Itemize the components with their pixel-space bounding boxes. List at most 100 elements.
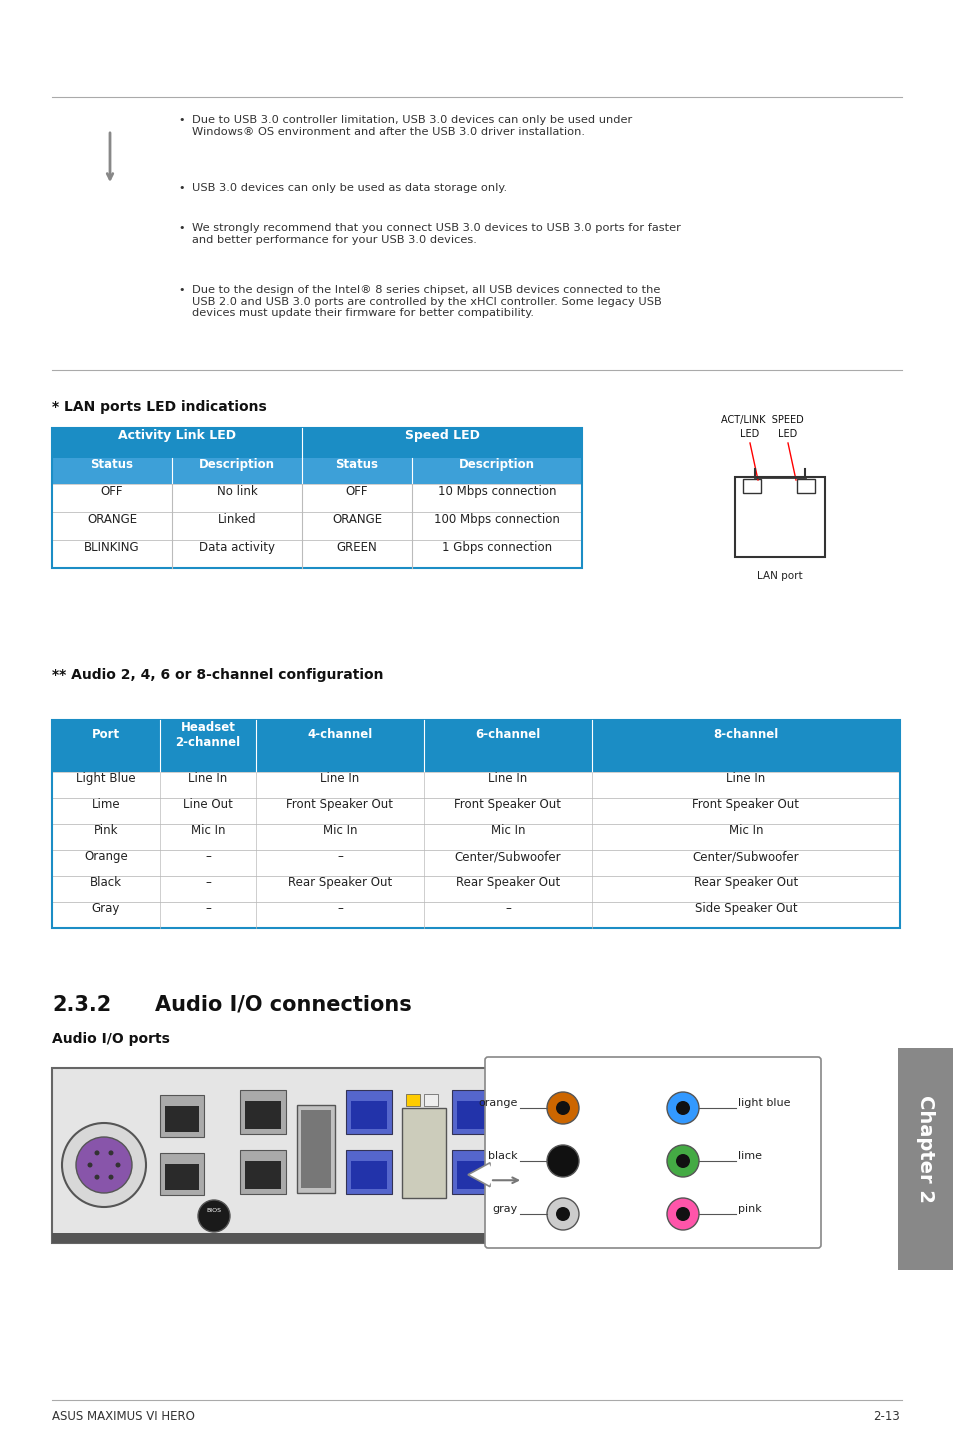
Polygon shape <box>489 1163 502 1186</box>
Bar <box>245 1160 281 1189</box>
Text: OFF: OFF <box>345 486 368 499</box>
Text: Chapter 2: Chapter 2 <box>916 1094 935 1204</box>
Text: Rear Speaker Out: Rear Speaker Out <box>693 877 798 890</box>
Bar <box>52 429 581 457</box>
Text: Data activity: Data activity <box>199 542 274 555</box>
Text: Lime: Lime <box>91 798 120 811</box>
Text: Line Out: Line Out <box>183 798 233 811</box>
Circle shape <box>109 1175 113 1179</box>
Text: Center/Subwoofer: Center/Subwoofer <box>692 850 799 863</box>
Text: Audio I/O ports: Audio I/O ports <box>52 1032 170 1045</box>
Text: Activity Link LED: Activity Link LED <box>118 430 235 443</box>
Circle shape <box>676 1102 689 1114</box>
Circle shape <box>109 1150 113 1155</box>
Text: Front Speaker Out: Front Speaker Out <box>454 798 561 811</box>
Text: OFF: OFF <box>101 486 123 499</box>
Bar <box>245 1102 281 1129</box>
Text: USB 3.0 devices can only be used as data storage only.: USB 3.0 devices can only be used as data… <box>192 183 507 193</box>
Circle shape <box>666 1145 699 1176</box>
Text: Headset
2-channel: Headset 2-channel <box>175 720 240 749</box>
Text: BLINKING: BLINKING <box>84 542 140 555</box>
Bar <box>52 1068 490 1242</box>
Text: Side Speaker Out: Side Speaker Out <box>694 903 797 916</box>
Circle shape <box>546 1091 578 1125</box>
Text: •: • <box>178 285 184 295</box>
Text: Rear Speaker Out: Rear Speaker Out <box>456 877 559 890</box>
Text: •: • <box>178 115 184 125</box>
Bar <box>346 1090 392 1135</box>
Circle shape <box>94 1150 99 1155</box>
Text: ORANGE: ORANGE <box>332 513 381 526</box>
Bar <box>796 479 814 493</box>
Text: ASUS MAXIMUS VI HERO: ASUS MAXIMUS VI HERO <box>52 1411 194 1424</box>
Bar <box>296 1104 335 1194</box>
Text: Black: Black <box>90 877 122 890</box>
Circle shape <box>538 1153 566 1181</box>
Bar <box>456 1160 493 1189</box>
Text: Front Speaker Out: Front Speaker Out <box>286 798 393 811</box>
Bar <box>52 485 581 512</box>
Text: Description: Description <box>199 459 274 472</box>
Text: Gray: Gray <box>91 903 120 916</box>
Bar <box>52 457 581 485</box>
Bar <box>240 1090 286 1135</box>
Bar <box>52 720 899 772</box>
Bar <box>52 876 899 902</box>
Circle shape <box>666 1091 699 1125</box>
FancyBboxPatch shape <box>484 1057 821 1248</box>
Bar <box>897 1048 953 1270</box>
Bar <box>301 1110 331 1188</box>
Circle shape <box>556 1206 569 1221</box>
Bar <box>52 429 581 568</box>
Text: LED: LED <box>778 429 797 439</box>
Text: orange: orange <box>478 1099 517 1109</box>
Text: Description: Description <box>458 459 535 472</box>
Bar <box>406 1094 419 1106</box>
Text: Mic In: Mic In <box>191 824 225 837</box>
Circle shape <box>62 1123 146 1206</box>
Circle shape <box>666 1198 699 1229</box>
Text: Line In: Line In <box>725 772 765 785</box>
Circle shape <box>546 1145 578 1176</box>
Text: We strongly recommend that you connect USB 3.0 devices to USB 3.0 ports for fast: We strongly recommend that you connect U… <box>192 223 680 244</box>
Text: Front Speaker Out: Front Speaker Out <box>692 798 799 811</box>
Text: Port: Port <box>91 729 120 742</box>
Text: light blue: light blue <box>738 1099 790 1109</box>
Text: black: black <box>488 1150 517 1160</box>
Circle shape <box>546 1198 578 1229</box>
Circle shape <box>76 1137 132 1194</box>
Text: Speed LED: Speed LED <box>404 430 479 443</box>
Text: Mic In: Mic In <box>728 824 762 837</box>
Text: 4-channel: 4-channel <box>307 729 373 742</box>
Circle shape <box>538 1103 566 1132</box>
Bar <box>52 720 899 928</box>
Circle shape <box>500 1160 513 1173</box>
Text: –: – <box>205 877 211 890</box>
Bar <box>456 1102 493 1129</box>
Bar <box>742 479 760 493</box>
Bar <box>423 1094 437 1106</box>
Text: LAN port: LAN port <box>757 571 802 581</box>
Text: GREEN: GREEN <box>336 542 377 555</box>
Text: ORANGE: ORANGE <box>87 513 137 526</box>
Text: ACT/LINK  SPEED: ACT/LINK SPEED <box>720 416 802 426</box>
Text: –: – <box>336 903 342 916</box>
Text: Line In: Line In <box>188 772 228 785</box>
Circle shape <box>94 1175 99 1179</box>
Bar <box>160 1094 204 1137</box>
Bar <box>52 512 581 541</box>
Circle shape <box>493 1103 520 1132</box>
Bar <box>401 1109 446 1198</box>
Text: –: – <box>205 850 211 863</box>
Text: Center/Subwoofer: Center/Subwoofer <box>455 850 560 863</box>
Text: •: • <box>178 183 184 193</box>
Bar <box>52 541 581 568</box>
Text: Light Blue: Light Blue <box>76 772 135 785</box>
Text: Audio I/O connections: Audio I/O connections <box>154 995 412 1015</box>
Circle shape <box>546 1112 558 1123</box>
Circle shape <box>546 1211 558 1222</box>
Bar <box>452 1090 497 1135</box>
Text: BIOS: BIOS <box>206 1208 221 1214</box>
Text: Pink: Pink <box>93 824 118 837</box>
Text: Line In: Line In <box>488 772 527 785</box>
